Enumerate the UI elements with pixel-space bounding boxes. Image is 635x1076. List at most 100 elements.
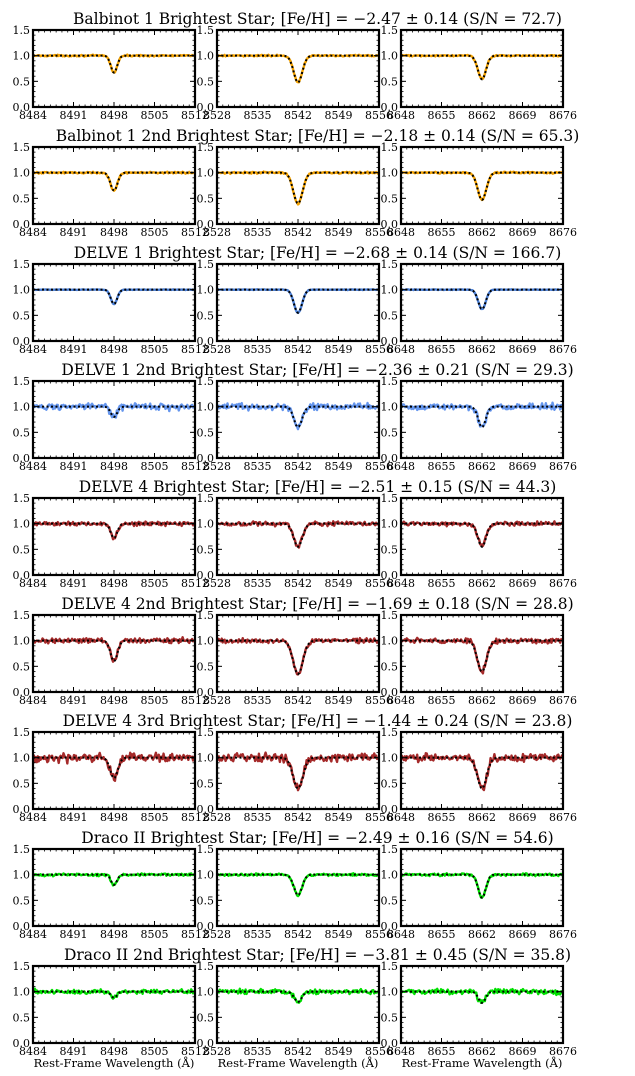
x-tick-label: 8648 [387, 694, 415, 707]
x-tick-label: 8528 [203, 811, 231, 824]
x-tick-label: 8556 [365, 577, 393, 590]
panel-r5-c1: 0.0 0.5 1.0 1.5 8528 8535 8542 8549 8556 [197, 609, 394, 707]
model-spectrum [401, 873, 563, 900]
x-tick-label: 8662 [468, 811, 496, 824]
panel-r5-c0: 0.0 0.5 1.0 1.5 8484 8491 8498 8505 8512 [13, 609, 210, 707]
x-tick-label: 8655 [428, 1045, 456, 1058]
observed-spectrum [401, 872, 563, 899]
x-tick-label: 8648 [387, 1045, 415, 1058]
y-tick-label: 0.5 [13, 1011, 31, 1024]
panel-frame [215, 28, 381, 109]
y-tick-label: 1.0 [13, 284, 31, 297]
x-tick-label: 8648 [387, 577, 415, 590]
observed-spectrum [33, 288, 195, 306]
y-tick-label: 1.0 [13, 518, 31, 531]
y-tick-label: 1.0 [13, 986, 31, 999]
x-tick-label: 8662 [468, 343, 496, 356]
y-tick-label: 0.5 [381, 777, 399, 790]
y-tick-label: 1.5 [197, 24, 215, 37]
panel-frame [215, 613, 381, 694]
x-tick-label: 8648 [387, 343, 415, 356]
y-tick-label: 0.5 [197, 426, 215, 439]
y-tick-label: 0.5 [381, 75, 399, 88]
x-tick-label: 8528 [203, 109, 231, 122]
row-title: DELVE 1 2nd Brightest Star; [Fe/H] = −2.… [61, 361, 573, 379]
panel-r0-c1: 0.0 0.5 1.0 1.5 8528 8535 8542 8549 8556 [197, 24, 394, 122]
x-tick-label: 8512 [181, 577, 209, 590]
y-tick-label: 0.0 [381, 335, 399, 348]
model-spectrum [401, 756, 563, 790]
x-tick-label: 8512 [181, 1045, 209, 1058]
observed-spectrum [217, 520, 379, 549]
x-tick-label: 8549 [325, 226, 353, 239]
x-tick-label: 8528 [203, 460, 231, 473]
x-tick-label: 8505 [141, 811, 169, 824]
x-tick-label: 8512 [181, 109, 209, 122]
y-tick-label: 0.0 [381, 101, 399, 114]
model-spectrum [33, 171, 195, 192]
y-tick-label: 1.0 [381, 986, 399, 999]
panel-r4-c2: 0.0 0.5 1.0 1.5 8648 8655 8662 8669 8676 [381, 492, 578, 590]
y-tick-label: 1.0 [197, 401, 215, 414]
panel-r4-c1: 0.0 0.5 1.0 1.5 8528 8535 8542 8549 8556 [197, 492, 394, 590]
y-tick-label: 1.0 [13, 752, 31, 765]
y-tick-label: 0.0 [13, 920, 31, 933]
x-tick-label: 8491 [60, 928, 88, 941]
x-tick-label: 8655 [428, 226, 456, 239]
y-tick-label: 1.5 [13, 24, 31, 37]
y-tick-label: 0.5 [13, 309, 31, 322]
panel-frame [31, 847, 197, 928]
x-tick-label: 8662 [468, 928, 496, 941]
y-tick-label: 1.5 [13, 609, 31, 622]
x-tick-label: 8535 [244, 1045, 272, 1058]
y-tick-label: 0.0 [197, 569, 215, 582]
panel-r2-c2: 0.0 0.5 1.0 1.5 8648 8655 8662 8669 8676 [381, 258, 578, 356]
x-tick-label: 8655 [428, 928, 456, 941]
panel-frame [399, 496, 565, 577]
y-tick-label: 0.5 [197, 777, 215, 790]
x-tick-label: 8528 [203, 694, 231, 707]
panel-r0-c0: 0.0 0.5 1.0 1.5 8484 8491 8498 8505 8512 [13, 24, 210, 122]
y-tick-label: 1.0 [13, 401, 31, 414]
x-tick-label: 8505 [141, 928, 169, 941]
panel-frame [399, 262, 565, 343]
y-tick-label: 0.5 [381, 192, 399, 205]
y-tick-label: 1.0 [381, 752, 399, 765]
panel-r3-c1: 0.0 0.5 1.0 1.5 8528 8535 8542 8549 8556 [197, 375, 394, 473]
y-tick-label: 0.5 [13, 777, 31, 790]
y-tick-label: 1.0 [13, 167, 31, 180]
row-title: Draco II 2nd Brightest Star; [Fe/H] = −3… [64, 946, 571, 964]
model-spectrum [401, 990, 563, 1005]
x-tick-label: 8491 [60, 460, 88, 473]
x-tick-label: 8505 [141, 460, 169, 473]
panel-r7-c1: 0.0 0.5 1.0 1.5 8528 8535 8542 8549 8556 [197, 843, 394, 941]
panel-frame [215, 964, 381, 1045]
panel-r8-c0: 0.0 0.5 1.0 1.5 8484 8491 8498 8505 8512Rest-Fra… [13, 960, 210, 1070]
y-tick-label: 0.0 [197, 803, 215, 816]
panel-r7-c0: 0.0 0.5 1.0 1.5 8484 8491 8498 8505 8512 [13, 843, 210, 941]
x-tick-label: 8556 [365, 694, 393, 707]
y-tick-label: 1.5 [197, 492, 215, 505]
y-tick-label: 1.0 [197, 986, 215, 999]
x-tick-label: 8498 [100, 109, 128, 122]
x-tick-label: 8669 [509, 694, 537, 707]
y-tick-label: 0.5 [13, 660, 31, 673]
y-tick-label: 1.5 [381, 492, 399, 505]
x-tick-label: 8512 [181, 226, 209, 239]
y-tick-label: 1.0 [13, 635, 31, 648]
y-tick-label: 1.0 [197, 635, 215, 648]
y-tick-label: 0.0 [381, 803, 399, 816]
y-tick-label: 1.5 [13, 843, 31, 856]
observed-spectrum [33, 170, 195, 192]
panel-r3-c2: 0.0 0.5 1.0 1.5 8648 8655 8662 8669 8676 [381, 375, 578, 473]
observed-spectrum [217, 288, 379, 315]
y-tick-label: 0.0 [13, 335, 31, 348]
observed-spectrum [401, 520, 563, 547]
y-tick-label: 0.0 [197, 335, 215, 348]
x-tick-label: 8484 [19, 811, 47, 824]
x-tick-label: 8669 [509, 928, 537, 941]
model-spectrum [33, 54, 195, 74]
y-tick-label: 0.5 [381, 309, 399, 322]
x-tick-label: 8535 [244, 226, 272, 239]
y-tick-label: 1.5 [13, 726, 31, 739]
